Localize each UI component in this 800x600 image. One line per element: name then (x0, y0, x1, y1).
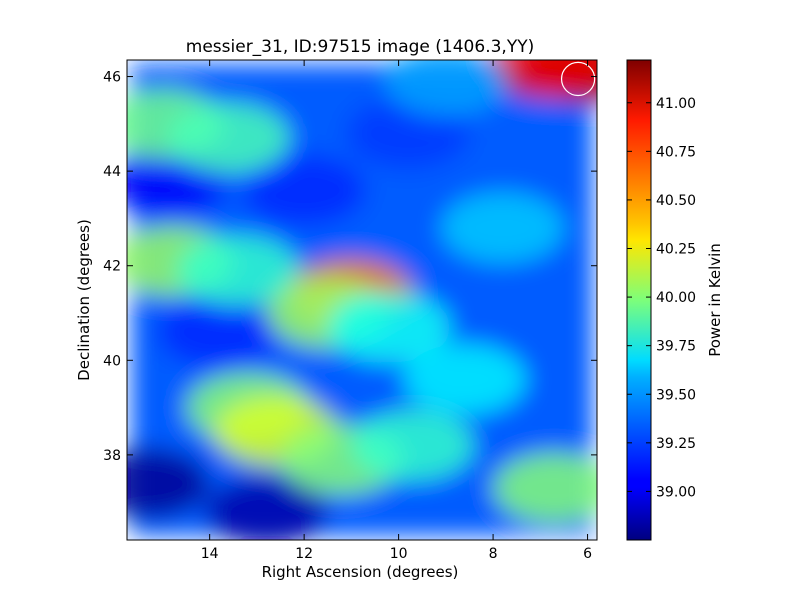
heatmap-feature (204, 476, 328, 540)
heatmap-feature (493, 452, 597, 524)
plot-frame (126, 59, 598, 541)
heatmap-feature (488, 60, 597, 98)
heatmap-feature (384, 60, 508, 117)
colorbar-tick-label: 39.75 (656, 339, 696, 355)
colorbar-tick-label: 40.75 (656, 144, 696, 160)
colorbar-tick-label: 40.50 (656, 193, 696, 209)
y-tick-label: 46 (103, 70, 121, 86)
y-axis-label: Declination (degrees) (75, 219, 93, 381)
colorbar-tick-label: 39.50 (656, 387, 696, 403)
x-tick-label: 14 (201, 546, 219, 562)
x-tick-label: 6 (583, 546, 592, 562)
heatmap-feature (242, 154, 366, 226)
x-tick-label: 12 (295, 546, 313, 562)
source-marker-circle (560, 61, 596, 97)
colorbar-label: Power in Kelvin (706, 243, 724, 357)
heatmap-feature (176, 234, 300, 306)
heatmap-feature (327, 291, 451, 363)
y-tick-label: 44 (103, 164, 121, 180)
heatmap-feature (403, 343, 527, 415)
colorbar-tick-label: 39.00 (656, 484, 696, 500)
x-tick-label: 8 (489, 546, 498, 562)
heatmap-feature (167, 102, 290, 174)
chart-title: messier_31, ID:97515 image (1406.3,YY) (186, 37, 534, 57)
heatmap-feature (441, 192, 564, 264)
y-tick-label: 38 (103, 448, 121, 464)
heatmap-feature (157, 296, 281, 368)
y-tick-label: 40 (103, 353, 121, 369)
colorbar-tick-label: 41.00 (656, 96, 696, 112)
x-tick-label: 10 (390, 546, 408, 562)
colorbar-tick-label: 40.25 (656, 242, 696, 258)
colorbar (626, 59, 652, 541)
heatmap-layer (127, 60, 597, 540)
y-tick-label: 42 (103, 259, 121, 275)
colorbar-tick-label: 39.25 (656, 436, 696, 452)
x-axis-label: Right Ascension (degrees) (262, 563, 459, 581)
heatmap-feature (351, 409, 475, 481)
heatmap-feature (127, 447, 210, 519)
colorbar-tick-label: 40.00 (656, 290, 696, 306)
